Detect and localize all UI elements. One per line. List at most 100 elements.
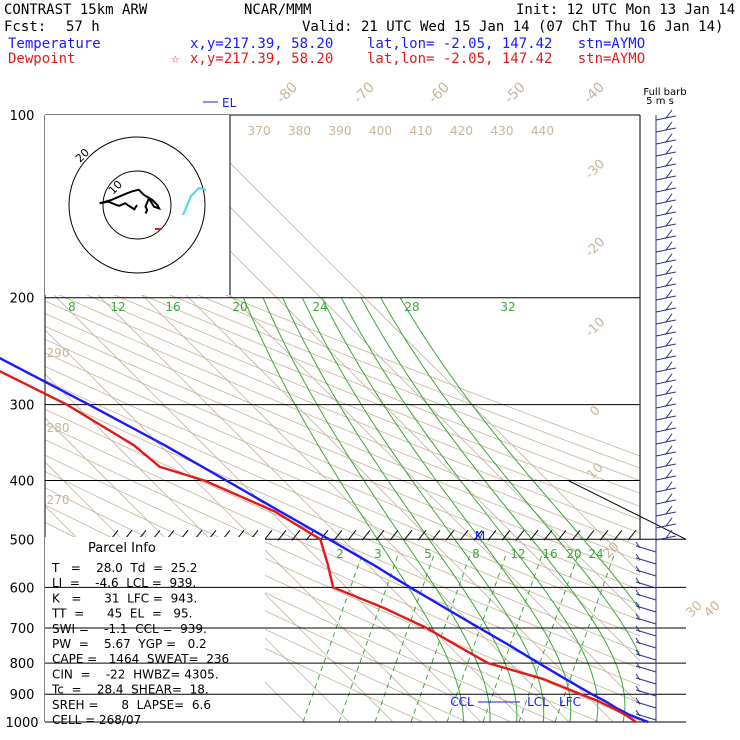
mixing-ratio-label: 12 xyxy=(110,300,125,314)
dry-adiabats xyxy=(45,218,640,722)
header: CONTRAST 15km ARW NCAR/MMM Init: 12 UTC … xyxy=(0,0,740,70)
dry-adiabat xyxy=(45,218,640,457)
isotherm-label: -20 xyxy=(583,235,609,261)
wind-barb xyxy=(655,331,676,337)
isotherm-label: -40 xyxy=(580,79,607,106)
stable-layer-hatch xyxy=(557,529,567,541)
mixing-ratio-label: 24 xyxy=(588,547,603,561)
wind-barb xyxy=(655,343,676,349)
dry-adiabat xyxy=(45,365,640,621)
stable-layer-hatch xyxy=(543,529,553,541)
wind-barb-flag xyxy=(665,445,673,455)
wind-barb-flag xyxy=(635,625,641,633)
valid-time: Valid: 21 UTC Wed 15 Jan 14 (07 ChT Thu … xyxy=(302,19,724,35)
isotherm-label: 40 xyxy=(701,598,723,620)
mixing-ratio-dashed xyxy=(338,551,400,722)
wind-barb xyxy=(655,427,676,433)
wind-barb xyxy=(655,187,676,193)
pressure-tick-label: 200 xyxy=(10,292,35,307)
wind-barb-flag xyxy=(635,637,641,645)
wind-barb-flag xyxy=(665,433,673,443)
theta-label: 370 xyxy=(248,124,271,138)
mixing-ratio-label: 3 xyxy=(374,547,382,561)
mixing-ratio-dashed xyxy=(518,551,580,722)
mixing-ratio-dashed xyxy=(446,551,508,722)
stable-layer-hatch xyxy=(333,529,343,541)
isotherm-label: -80 xyxy=(273,79,300,106)
mixing-ratio-dashed xyxy=(302,551,364,722)
mixing-ratio-label: 32 xyxy=(500,300,515,314)
wind-barb xyxy=(655,475,676,481)
wind-barb-flag xyxy=(665,517,673,527)
theta-label: 390 xyxy=(329,124,352,138)
wind-barb-flag xyxy=(635,709,641,717)
parcel-info-row: Tc = 28.4 SHEAR= 18. xyxy=(51,683,209,697)
wind-barb xyxy=(655,355,676,361)
wind-barb-flag xyxy=(665,169,673,179)
isotherm-line xyxy=(137,115,640,618)
theta-label: 380 xyxy=(288,124,311,138)
mixing-ratio-dashed xyxy=(482,551,544,722)
dry-adiabat xyxy=(45,288,640,534)
stable-layer-hatch xyxy=(473,529,483,541)
init-time: Init: 12 UTC Mon 13 Jan 14 xyxy=(516,2,736,18)
mixing-ratio-label: 8 xyxy=(68,300,76,314)
wind-barb-flag xyxy=(665,469,673,479)
hodograph-trace xyxy=(99,188,162,214)
pressure-tick-label: 100 xyxy=(10,109,35,124)
parcel-info-row: CAPE = 1464 SWEAT= 236 xyxy=(52,652,229,666)
wind-barb-flag xyxy=(665,277,673,287)
stable-layer-hatch xyxy=(487,529,497,541)
mixing-ratio-label: 16 xyxy=(542,547,557,561)
wind-barb-flag xyxy=(665,109,673,119)
wind-barb-flag xyxy=(665,133,673,143)
stable-layer-hatch xyxy=(501,529,511,541)
el-label: EL xyxy=(222,96,237,110)
mixing-ratio-dashed xyxy=(374,551,436,722)
wind-barb xyxy=(655,391,676,397)
mixing-ratio-label: 2 xyxy=(336,547,344,561)
stable-layer-hatch xyxy=(277,529,287,541)
dry-adiabat xyxy=(45,423,640,686)
stable-layer-hatch xyxy=(445,529,455,541)
wind-barb xyxy=(655,211,676,217)
mixing-ratio-label: 12 xyxy=(510,547,525,561)
full-barb-label: Full barb xyxy=(643,87,686,98)
wind-barb xyxy=(655,379,676,385)
mixing-ratio-label: 5 xyxy=(424,547,432,561)
wind-barb-flag xyxy=(665,313,673,323)
parcel-info-title: Parcel Info xyxy=(88,541,156,556)
isotherm-label: 0 xyxy=(587,403,603,419)
wind-barb xyxy=(655,223,676,229)
fcst-label: Fcst: xyxy=(4,19,47,35)
wind-barb xyxy=(655,367,676,373)
theta-label: 440 xyxy=(531,124,554,138)
wind-barb xyxy=(655,415,676,421)
wind-barb xyxy=(655,295,676,301)
temperature-legend: Temperature xyxy=(8,36,101,52)
wind-barb xyxy=(655,235,676,241)
dry-adiabat xyxy=(45,264,640,507)
dry-adiabat xyxy=(45,313,640,562)
wind-barb-flag xyxy=(665,361,673,371)
mixing-ratio-label: 28 xyxy=(404,300,419,314)
chart-title: CONTRAST 15km ARW xyxy=(4,2,148,18)
stable-layer-hatch xyxy=(515,529,525,541)
stable-layer-hatch xyxy=(263,529,273,541)
wind-barb xyxy=(655,439,676,445)
stable-layer-hatch xyxy=(361,529,371,541)
wind-barb xyxy=(655,139,676,145)
dewpoint-star-icon: ☆ xyxy=(171,51,180,67)
pressure-tick-label: 300 xyxy=(10,399,35,414)
isotherm-label: -60 xyxy=(425,79,452,106)
wind-barb-flag xyxy=(635,577,641,585)
isotherm-label: -70 xyxy=(350,79,377,106)
wind-barb-flag xyxy=(665,229,673,239)
pressure-tick-label: 1000 xyxy=(5,716,38,731)
parcel-info-row: CELL = 268/07 xyxy=(52,713,141,727)
wind-barb-flag xyxy=(665,457,673,467)
wind-barb xyxy=(655,403,676,409)
wind-barb-flag xyxy=(665,373,673,383)
dry-adiabat xyxy=(45,439,640,704)
